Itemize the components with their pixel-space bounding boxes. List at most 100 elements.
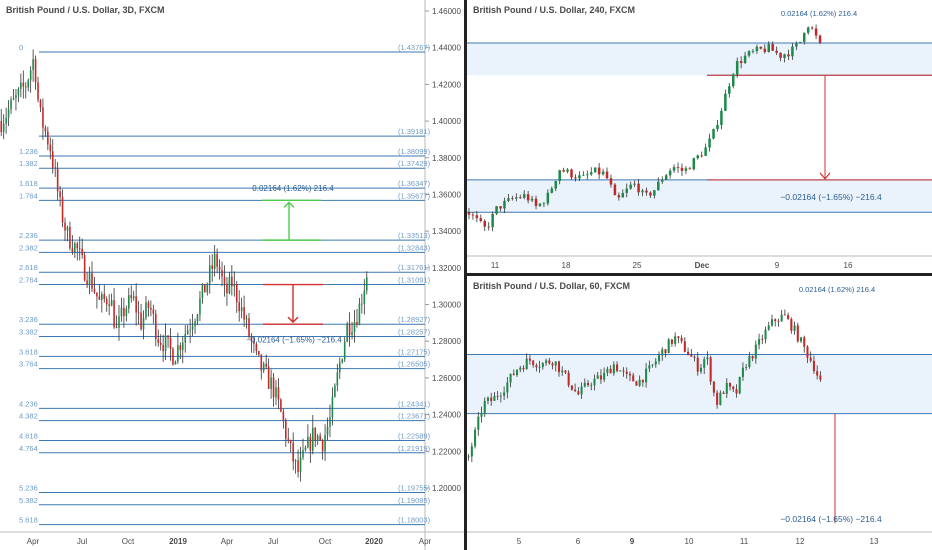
rt-candle-body xyxy=(471,214,475,216)
chart-title-60: British Pound / U.S. Dollar, 60, FXCM xyxy=(473,281,631,291)
rt-candle-body xyxy=(515,197,518,199)
chart-panel-240[interactable]: 1.325001.320001.315001.310001.305001.300… xyxy=(467,0,932,273)
left-candle-body xyxy=(365,277,368,291)
rb-candle-body xyxy=(767,325,770,330)
rt-candle-body xyxy=(586,174,589,176)
y-tick-label: 1.28000 xyxy=(432,337,461,346)
rb-candle-body xyxy=(774,319,777,322)
fib-price-label: (1.33513) xyxy=(398,231,431,240)
rb-candle-body xyxy=(674,336,677,344)
rb-candle-body xyxy=(496,395,499,397)
fib-price-label: (1.23671) xyxy=(398,412,431,421)
left-candle-body xyxy=(147,302,150,308)
left-candle-body xyxy=(199,298,201,315)
chart-title-3d: British Pound / U.S. Dollar, 3D, FXCM xyxy=(6,5,165,15)
left-candle-body xyxy=(140,312,142,330)
left-candle-body xyxy=(74,243,76,252)
measure-down-arrow xyxy=(287,316,299,324)
rt-candle-body xyxy=(660,179,664,182)
left-candle-body xyxy=(282,411,285,421)
rt-candle-body xyxy=(704,147,707,156)
measure-up-label: 0.02164 (1.62%) 216.4 xyxy=(799,285,875,294)
rt-candle-body xyxy=(578,175,581,179)
fib-price-label: (1.32843) xyxy=(398,243,431,252)
x-tick-label: Oct xyxy=(122,537,135,546)
rt-candle-body xyxy=(688,168,692,170)
rt-candle-body xyxy=(657,181,660,191)
left-candle-body xyxy=(177,345,179,362)
left-candle-body xyxy=(157,339,160,343)
left-candle-body xyxy=(83,255,86,281)
left-candle-body xyxy=(299,457,302,473)
fib-price-label: (1.19755) xyxy=(398,483,431,492)
fib-ratio-label: 0 xyxy=(19,43,23,52)
rb-candle-body xyxy=(735,389,738,394)
rt-candle-body xyxy=(771,44,774,51)
rt-candle-body xyxy=(499,206,502,209)
fib-ratio-label: 1.764 xyxy=(19,191,38,200)
rt-candle-body xyxy=(554,181,558,189)
left-candle-body xyxy=(167,335,169,338)
rt-candle-body xyxy=(779,52,782,58)
panel-separator-horizontal[interactable] xyxy=(467,273,932,276)
left-candle-body xyxy=(145,302,147,318)
measure-down-arrow xyxy=(819,172,831,180)
rt-candle-body xyxy=(483,220,487,227)
chart-panel-60[interactable]: 1.325001.320001.315001.310001.305001.300… xyxy=(467,276,932,550)
chart-60[interactable]: 1.325001.320001.315001.310001.305001.300… xyxy=(467,276,932,550)
chart-3d[interactable]: 1.46000 1.44000 1.42000 1.40000 1.38000 1.360… xyxy=(0,0,464,550)
left-candle-body xyxy=(324,434,326,452)
rb-candle-body xyxy=(764,329,767,340)
left-candle-body xyxy=(277,387,280,400)
chart-title-240: British Pound / U.S. Dollar, 240, FXCM xyxy=(473,5,636,15)
fib-ratio-label: 2.618 xyxy=(19,263,38,272)
left-candle-body xyxy=(15,95,17,99)
left-candle-body xyxy=(191,326,194,330)
rt-candle-body xyxy=(495,206,498,214)
fib-ratio-label: 4.382 xyxy=(19,412,38,421)
rb-candle-body xyxy=(780,314,783,322)
left-candle-body xyxy=(135,296,137,313)
rt-candle-body xyxy=(680,167,684,171)
left-candle-body xyxy=(174,361,177,365)
rb-candle-body xyxy=(541,363,544,367)
y-tick-label: 1.22000 xyxy=(432,447,461,456)
rb-candle-body xyxy=(599,375,602,380)
left-candle-body xyxy=(243,307,245,320)
left-candle-body xyxy=(98,296,101,300)
rb-candle-body xyxy=(515,369,519,375)
left-candle-body xyxy=(312,427,314,451)
left-candle-body xyxy=(105,299,108,305)
left-candle-body xyxy=(334,385,336,397)
left-candle-body xyxy=(213,253,216,269)
fib-ratio-label: 3.236 xyxy=(19,315,38,324)
rb-candle-body xyxy=(554,361,557,366)
left-candle-body xyxy=(226,283,228,294)
chart-panel-3d[interactable]: 1.46000 1.44000 1.42000 1.40000 1.38000 1.360… xyxy=(0,0,464,550)
rt-candle-body xyxy=(621,192,625,198)
rb-candle-body xyxy=(622,370,625,372)
rt-candle-body xyxy=(743,55,747,64)
panel-separator-vertical[interactable] xyxy=(464,0,467,550)
rt-candle-body xyxy=(601,171,605,175)
fib-price-label: (1.43767) xyxy=(398,43,431,52)
left-candle-body xyxy=(255,344,258,351)
rb-candle-body xyxy=(732,386,735,390)
left-candle-body xyxy=(258,350,260,355)
rb-candle-body xyxy=(593,378,596,386)
left-candle-body xyxy=(42,107,44,128)
rb-candle-body xyxy=(609,368,612,374)
left-candle-body xyxy=(76,243,79,249)
rt-candle-body xyxy=(795,42,798,47)
rt-candle-body xyxy=(574,177,577,179)
chart-240[interactable]: 1.325001.320001.315001.310001.305001.300… xyxy=(467,0,932,273)
rt-candle-body xyxy=(503,200,506,209)
left-candle-body xyxy=(351,332,353,336)
left-candle-body xyxy=(289,440,292,443)
left-candle-body xyxy=(326,426,329,435)
rt-candle-body xyxy=(787,54,790,57)
rt-candle-body xyxy=(542,203,546,205)
left-candle-body xyxy=(69,227,71,249)
rt-candle-body xyxy=(593,167,597,173)
rb-candle-body xyxy=(545,360,548,364)
